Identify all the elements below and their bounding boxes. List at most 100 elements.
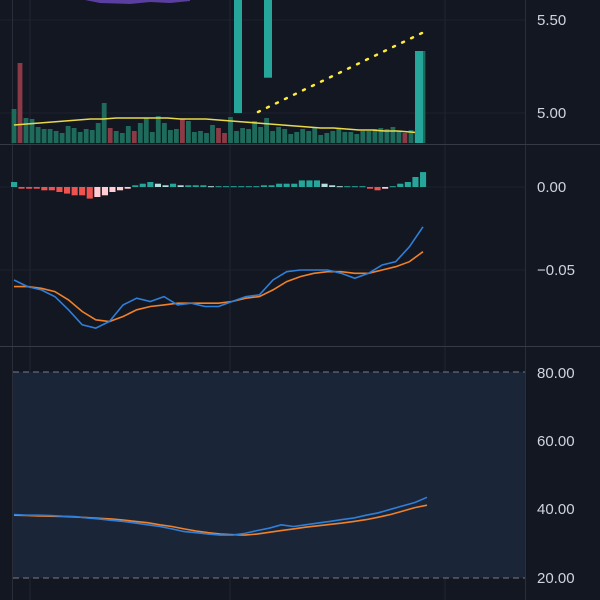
histogram-bar bbox=[26, 187, 33, 189]
histogram-bar bbox=[230, 186, 237, 188]
volume-bar bbox=[186, 121, 191, 143]
overlay-shape bbox=[85, 0, 190, 4]
volume-bar bbox=[384, 129, 390, 143]
volume-bar bbox=[210, 125, 215, 143]
volume-bar bbox=[53, 131, 59, 143]
histogram-bar bbox=[420, 172, 427, 187]
volume-bar bbox=[71, 128, 77, 143]
histogram-bar bbox=[298, 180, 305, 187]
candle bbox=[415, 51, 423, 143]
volume-bar bbox=[330, 131, 336, 143]
y-tick-label: 80.00 bbox=[537, 365, 575, 382]
histogram-bar bbox=[162, 185, 169, 187]
histogram-bar bbox=[185, 185, 192, 187]
histogram-bar bbox=[344, 186, 351, 188]
volume-bar bbox=[149, 132, 155, 143]
y-tick-label: 5.50 bbox=[537, 12, 566, 29]
volume-bar bbox=[168, 130, 173, 143]
y-tick-label: −0.05 bbox=[537, 262, 575, 279]
histogram-bar bbox=[79, 187, 86, 196]
histogram-bar bbox=[177, 185, 184, 187]
histogram-bar bbox=[11, 182, 18, 187]
volume-bar bbox=[354, 134, 360, 143]
volume-bar bbox=[59, 133, 65, 143]
volume-bar bbox=[318, 135, 324, 143]
volume-bar bbox=[312, 128, 318, 143]
volume-bar bbox=[288, 134, 294, 143]
histogram-bar bbox=[404, 182, 411, 187]
volume-bar bbox=[137, 123, 143, 143]
histogram-bar bbox=[359, 186, 366, 188]
histogram-bar bbox=[215, 186, 222, 188]
histogram-bar bbox=[170, 183, 177, 187]
histogram-bar bbox=[101, 187, 108, 196]
histogram-bar bbox=[374, 187, 381, 191]
volume-bar bbox=[372, 129, 378, 143]
volume-bar bbox=[83, 129, 89, 143]
volume-bar bbox=[143, 118, 149, 143]
volume-bar bbox=[246, 129, 251, 143]
volume-bar bbox=[270, 131, 275, 143]
histogram-bar bbox=[56, 187, 63, 192]
volume-bar bbox=[306, 131, 312, 143]
histogram-bar bbox=[223, 186, 230, 188]
histogram-bar bbox=[306, 180, 313, 187]
volume-bar bbox=[125, 126, 131, 143]
y-tick-label: 0.00 bbox=[537, 179, 566, 196]
macd-line bbox=[13, 226, 424, 329]
volume-bar bbox=[77, 132, 83, 143]
volume-bar bbox=[282, 129, 288, 143]
volume-bar bbox=[252, 121, 257, 143]
volume-ma-line bbox=[13, 117, 424, 134]
volume-bar bbox=[162, 123, 167, 143]
volume-bar bbox=[264, 118, 269, 143]
histogram-bar bbox=[41, 187, 48, 191]
volume-bar bbox=[378, 128, 384, 143]
volume-bar bbox=[342, 132, 348, 143]
histogram-bar bbox=[313, 180, 320, 187]
volume-bar bbox=[65, 126, 71, 143]
histogram-bar bbox=[238, 186, 245, 188]
volume-bar bbox=[258, 127, 263, 143]
volume-bar bbox=[234, 131, 239, 143]
volume-bar bbox=[348, 132, 354, 143]
volume-bar bbox=[23, 118, 29, 143]
histogram-bar bbox=[207, 186, 214, 188]
volume-bar bbox=[228, 117, 233, 143]
volume-bar bbox=[41, 129, 47, 143]
histogram-bar bbox=[268, 185, 275, 187]
histogram-bar bbox=[124, 187, 131, 189]
volume-bar bbox=[11, 109, 17, 143]
volume-bar bbox=[35, 127, 41, 143]
histogram-bar bbox=[48, 187, 55, 191]
rsi-panel bbox=[13, 496, 428, 536]
candle bbox=[264, 0, 272, 78]
rsi-band-background bbox=[13, 372, 525, 578]
volume-bar bbox=[222, 133, 227, 143]
y-tick-label: 40.00 bbox=[537, 501, 575, 518]
volume-bar bbox=[155, 116, 161, 143]
volume-bar bbox=[95, 123, 101, 143]
histogram-bar bbox=[382, 187, 389, 189]
volume-bar bbox=[101, 103, 107, 143]
volume-bar bbox=[390, 127, 396, 143]
y-tick-label: 5.00 bbox=[537, 105, 566, 122]
volume-bar bbox=[204, 133, 209, 143]
y-tick-label: 20.00 bbox=[537, 570, 575, 587]
histogram-bar bbox=[18, 187, 25, 189]
histogram-bar bbox=[192, 185, 199, 187]
histogram-bar bbox=[389, 186, 396, 188]
volume-bar bbox=[17, 63, 23, 143]
volume-bar bbox=[174, 129, 179, 143]
volume-bar bbox=[396, 131, 402, 143]
histogram-bar bbox=[412, 177, 419, 187]
histogram-bar bbox=[139, 183, 146, 187]
volume-bar bbox=[300, 129, 306, 143]
volume-bar bbox=[29, 119, 35, 143]
histogram-bar bbox=[245, 186, 252, 188]
histogram-bar bbox=[86, 187, 93, 199]
volume-bar bbox=[47, 129, 53, 143]
volume-bar bbox=[276, 127, 281, 143]
histogram-bar bbox=[283, 183, 290, 187]
